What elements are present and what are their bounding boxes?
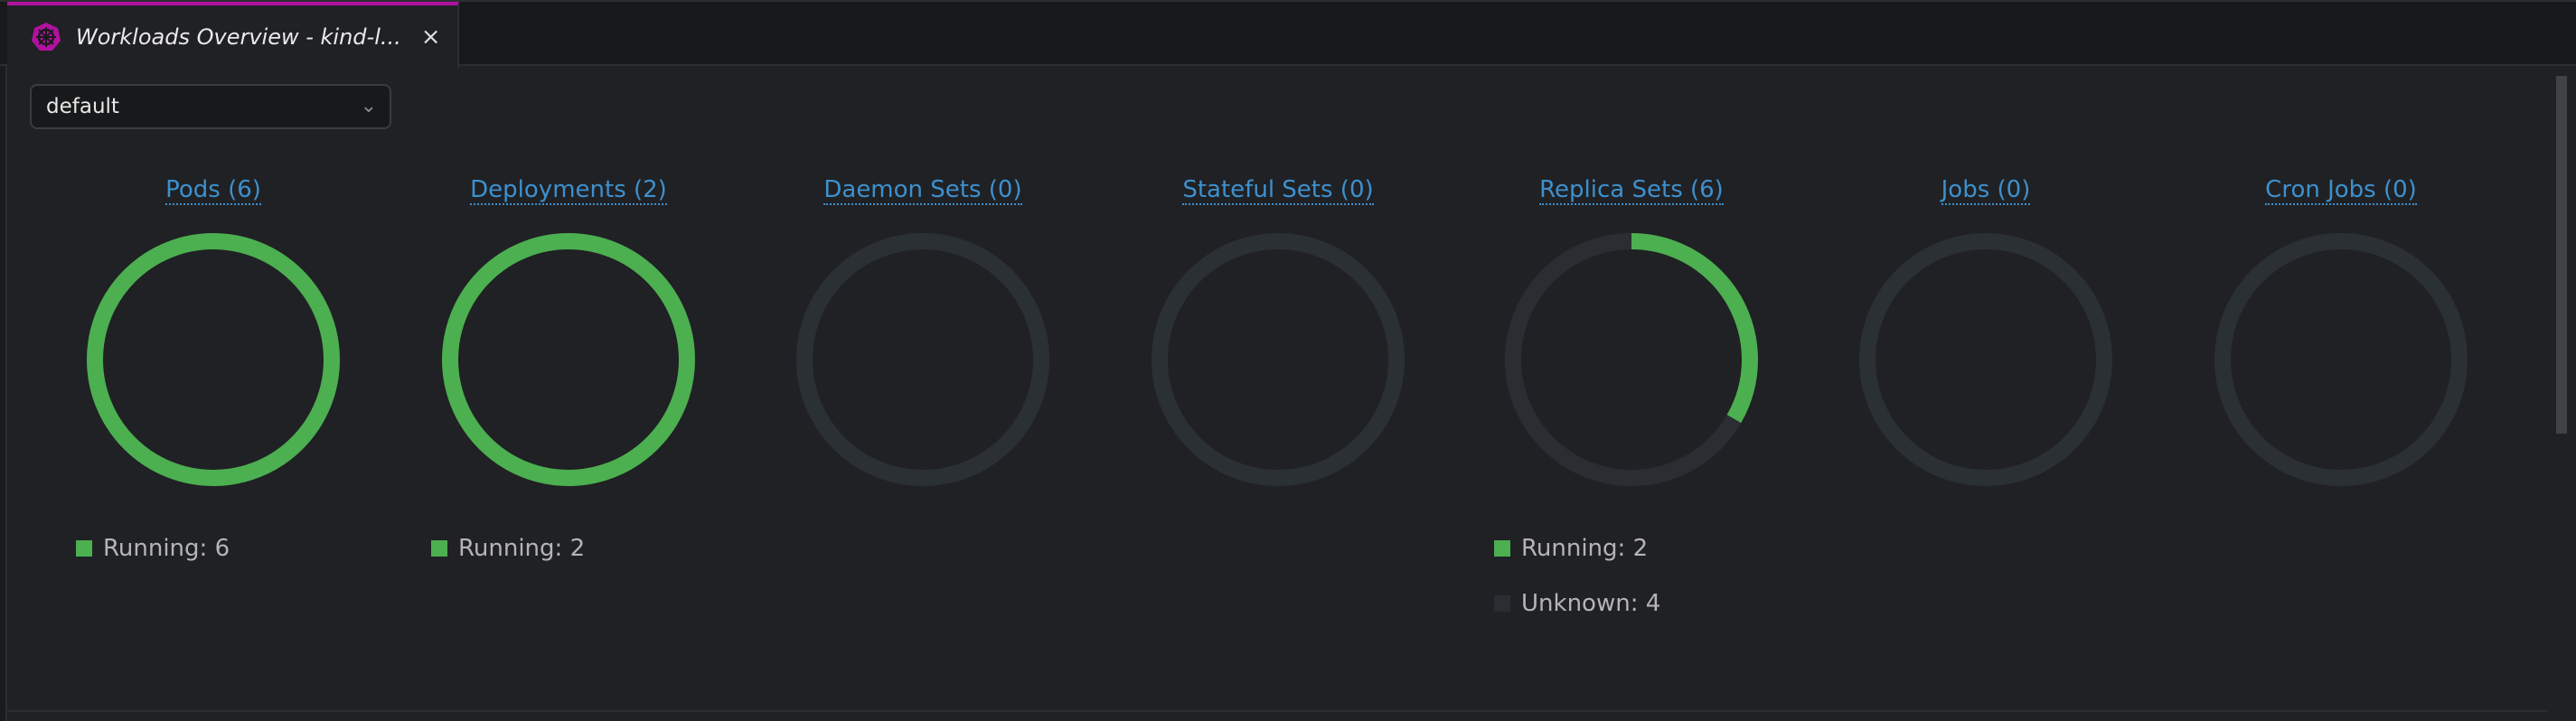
workload-link[interactable]: Cron Jobs (0) [2265, 176, 2417, 205]
close-icon[interactable]: × [420, 23, 441, 51]
tab-title: Workloads Overview - kind-l... [76, 24, 401, 50]
legend-item-running: Running: 6 [76, 535, 230, 562]
donut-legend: Running: 6 [76, 535, 390, 591]
workload-card: Cron Jobs (0) [2164, 176, 2518, 491]
donut-segment-running [442, 233, 695, 486]
left-edge [0, 66, 7, 721]
workload-link[interactable]: Pods (6) [165, 176, 261, 205]
legend-label: Running: 2 [458, 535, 586, 562]
donut-track [1859, 233, 2112, 486]
legend-label: Unknown: 4 [1521, 590, 1661, 617]
namespace-select-value: default [46, 95, 119, 118]
workload-link[interactable]: Replica Sets (6) [1539, 176, 1724, 205]
workload-card: Jobs (0) [1809, 176, 2163, 491]
workload-link[interactable]: Jobs (0) [1941, 176, 2031, 205]
workload-link[interactable]: Daemon Sets (0) [823, 176, 1022, 205]
legend-swatch [1494, 595, 1510, 612]
workload-card: Replica Sets (6) Running: 2 Unknown: 4 [1454, 176, 1809, 646]
legend-label: Running: 2 [1521, 535, 1649, 562]
workload-card: Deployments (2) Running: 2 [391, 176, 746, 591]
divider [7, 710, 2547, 712]
workload-link[interactable]: Stateful Sets (0) [1182, 176, 1374, 205]
kubernetes-helm-icon [31, 22, 61, 52]
tab-bar: Workloads Overview - kind-l... × [0, 0, 2576, 69]
donut-legend: Running: 2 [431, 535, 746, 591]
workload-donut [1859, 233, 2112, 486]
workload-donut [2214, 233, 2468, 486]
legend-item-running: Running: 2 [1494, 535, 1649, 562]
workload-card: Daemon Sets (0) [746, 176, 1100, 491]
donut-segment-running [87, 233, 340, 486]
workload-link[interactable]: Deployments (2) [470, 176, 667, 205]
workload-donut [1152, 233, 1405, 486]
donut-track [2214, 233, 2468, 486]
legend-swatch [1494, 540, 1510, 557]
chevron-down-icon: ⌄ [360, 95, 377, 117]
tab-workloads-overview[interactable]: Workloads Overview - kind-l... × [7, 2, 459, 69]
legend-swatch [431, 540, 447, 557]
donut-segment-unknown [1505, 233, 1758, 486]
workload-donut [442, 233, 695, 486]
workload-donut [87, 233, 340, 486]
legend-label: Running: 6 [103, 535, 230, 562]
scrollbar[interactable] [2556, 76, 2567, 434]
workload-card: Pods (6) Running: 6 [36, 176, 390, 591]
workload-donut [796, 233, 1049, 486]
namespace-select[interactable]: default ⌄ [30, 84, 391, 129]
donut-track [796, 233, 1049, 486]
legend-item-unknown: Unknown: 4 [1494, 590, 1661, 617]
legend-swatch [76, 540, 92, 557]
donut-track [1152, 233, 1405, 486]
workload-card: Stateful Sets (0) [1101, 176, 1455, 491]
workload-donut [1505, 233, 1758, 486]
donut-legend: Running: 2 Unknown: 4 [1494, 535, 1809, 646]
legend-item-running: Running: 2 [431, 535, 586, 562]
